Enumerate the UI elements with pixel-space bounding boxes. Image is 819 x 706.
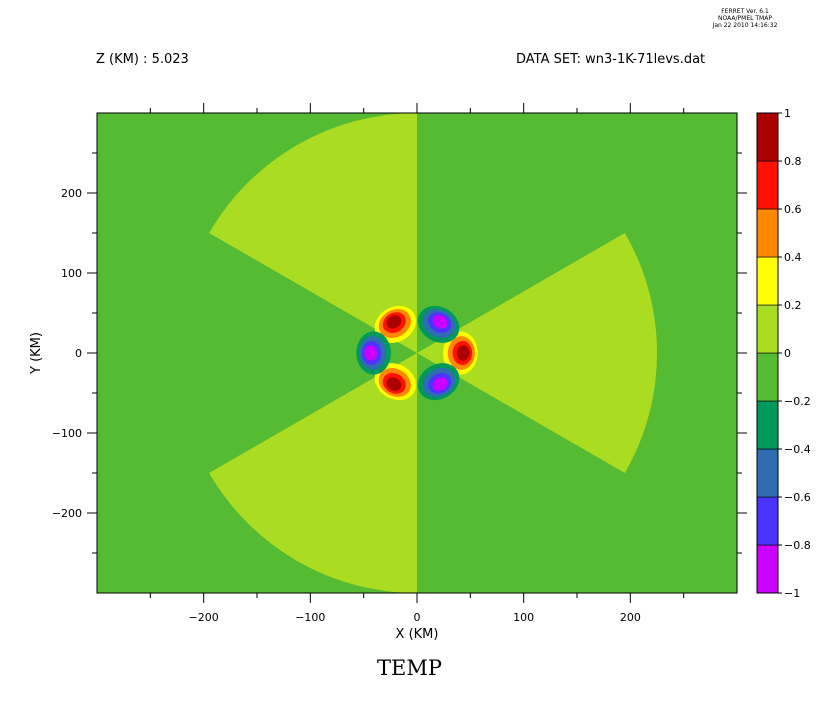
cold-lobe-6 (418, 363, 460, 401)
sector-region-3 (209, 353, 417, 593)
colorbar-label: −0.8 (784, 539, 811, 552)
colorbar-label: −1 (784, 587, 800, 600)
x-tick-label: −100 (295, 611, 325, 624)
lobe-band (432, 315, 448, 329)
lobe-band (456, 345, 470, 361)
x-axis-label: X (KM) (396, 627, 439, 642)
y-tick-label: −200 (52, 507, 82, 520)
ferret-date: Jan 22 2010 14:16:32 (712, 22, 778, 29)
colorbar-swatch (756, 160, 779, 210)
warm-lobe-2 (374, 305, 416, 343)
colorbar-label: 0 (784, 347, 791, 360)
plot-title: TEMP (377, 656, 442, 680)
colorbar-swatch (756, 256, 779, 306)
lobe-band (386, 377, 402, 391)
ferret-org: NOAA/PMEL TMAP (718, 15, 772, 22)
lobe-band (364, 345, 378, 361)
warm-lobe-1 (443, 331, 478, 375)
sector-region-2 (209, 113, 417, 353)
colorbar-label: −0.4 (784, 443, 811, 456)
y-tick-label: 100 (61, 267, 82, 280)
colorbar-label: 1 (784, 107, 791, 120)
colorbar-swatch (756, 400, 779, 450)
z-level-label: Z (KM) : 5.023 (96, 52, 189, 67)
ferret-version-stamp: FERRET Ver. 6.1 NOAA/PMEL TMAP Jan 22 20… (690, 8, 800, 29)
x-tick-label: −200 (189, 611, 219, 624)
colorbar-swatch (756, 496, 779, 546)
colorbar-label: 0.6 (784, 203, 802, 216)
cold-lobe-5 (418, 305, 460, 343)
lobe-band (432, 377, 448, 391)
y-tick-label: 0 (75, 347, 82, 360)
temperature-field (97, 113, 737, 593)
colorbar-label: 0.2 (784, 299, 802, 312)
lobe-band (386, 315, 402, 329)
colorbar-swatch (756, 448, 779, 498)
dataset-label: DATA SET: wn3-1K-71levs.dat (516, 52, 706, 67)
x-axis: −200 −100 0 100 200 (149, 103, 685, 624)
x-tick-label: 200 (620, 611, 641, 624)
colorbar-label: −0.2 (784, 395, 811, 408)
colorbar-label: 0.8 (784, 155, 802, 168)
y-tick-label: 200 (61, 187, 82, 200)
colorbar-swatch (756, 304, 779, 354)
colorbar-swatch (756, 544, 779, 594)
y-axis: 200 100 0 −100 −200 (52, 152, 747, 554)
colorbar: 1 0.8 0.6 0.4 0.2 0 −0.2 −0.4 −0.6 −0.8 −1 (756, 107, 811, 600)
colorbar-label: −0.6 (784, 491, 811, 504)
sector-region-1 (417, 233, 657, 473)
colorbar-swatch (756, 352, 779, 402)
colorbar-swatch (756, 112, 779, 162)
ferret-version: FERRET Ver. 6.1 (721, 8, 769, 15)
y-axis-label: Y (KM) (29, 332, 44, 375)
cold-lobe-4 (356, 331, 391, 375)
warm-lobe-3 (374, 363, 416, 401)
x-tick-label: 100 (513, 611, 534, 624)
colorbar-label: 0.4 (784, 251, 802, 264)
colorbar-swatch (756, 208, 779, 258)
x-tick-label: 0 (414, 611, 421, 624)
y-tick-label: −100 (52, 427, 82, 440)
